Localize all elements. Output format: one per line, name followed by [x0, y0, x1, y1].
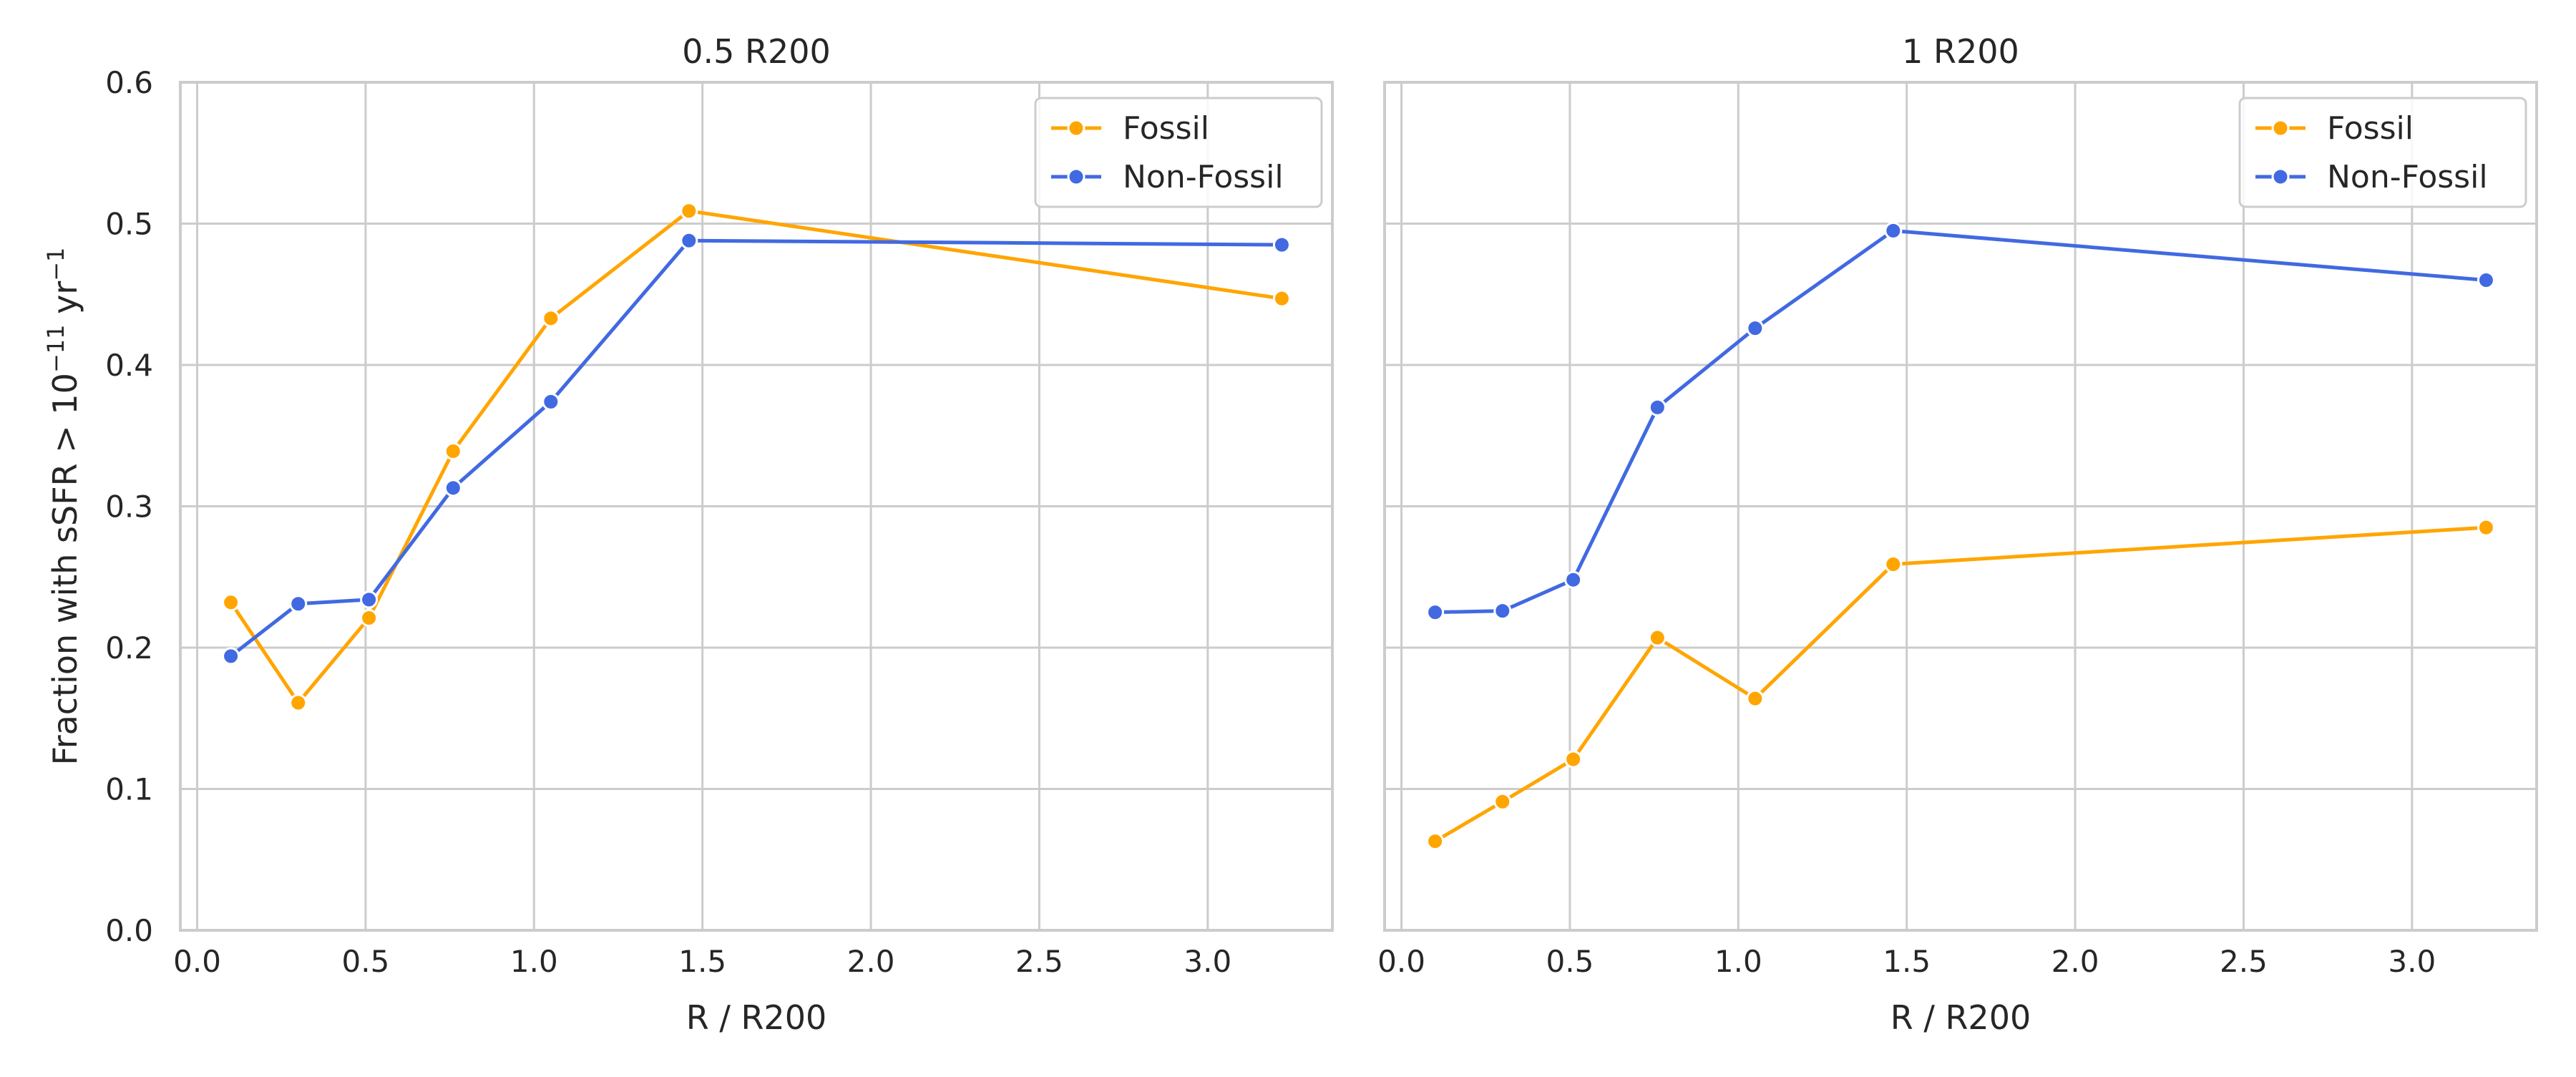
data-point-fossil	[1272, 289, 1291, 308]
data-point-fossil	[542, 309, 560, 328]
data-point-non-fossil	[1648, 398, 1667, 416]
data-point-fossil	[680, 202, 698, 220]
y-tick-label: 0.2	[105, 630, 153, 666]
panel-title: 1 R200	[1902, 32, 2019, 71]
plot-frame	[179, 81, 1334, 932]
panel-title: 0.5 R200	[682, 32, 831, 71]
data-point-non-fossil	[2477, 271, 2495, 289]
y-tick-label: 0.3	[105, 489, 153, 525]
data-point-non-fossil	[542, 392, 560, 411]
data-point-non-fossil	[1426, 603, 1445, 622]
data-point-non-fossil	[1746, 319, 1765, 338]
data-point-fossil	[2477, 518, 2495, 537]
y-axis-label-part: −11	[42, 325, 69, 374]
x-tick-label: 3.0	[2388, 944, 2436, 979]
x-tick-label: 1.5	[1883, 944, 1931, 979]
y-axis-label-part: −1	[42, 248, 69, 281]
legend-label: Non-Fossil	[2327, 159, 2488, 195]
data-point-fossil	[1746, 689, 1765, 708]
data-point-fossil	[1884, 555, 1903, 573]
data-point-fossil	[1426, 832, 1445, 851]
x-tick-label: 2.5	[1015, 944, 1063, 979]
x-tick-label: 2.0	[2051, 944, 2099, 979]
y-tick-label: 0.0	[105, 913, 153, 948]
data-point-non-fossil	[1493, 602, 1512, 620]
x-tick-label: 1.0	[510, 944, 558, 979]
data-point-non-fossil	[222, 647, 240, 666]
legend-marker	[1067, 167, 1085, 186]
x-tick-label: 1.0	[1714, 944, 1762, 979]
x-tick-label: 2.0	[847, 944, 895, 979]
data-point-fossil	[289, 693, 308, 712]
legend-box	[1034, 97, 1323, 208]
y-axis-label: Fraction with sSFR > 10−11 yr−1	[42, 248, 84, 766]
legend: Fossil Non-Fossil	[1034, 97, 1323, 208]
data-point-non-fossil	[289, 595, 308, 613]
x-tick-label: 3.0	[1184, 944, 1231, 979]
data-point-non-fossil	[1564, 570, 1583, 589]
x-tick-label: 0.5	[1546, 944, 1594, 979]
x-tick-label: 1.5	[678, 944, 726, 979]
data-point-non-fossil	[1272, 235, 1291, 254]
series-line-fossil	[1434, 525, 2487, 843]
y-tick-label: 0.6	[105, 65, 153, 100]
chart-panel-1: 0.0 0.5 1.0 1.5 2.0 2.5 3.0 0.0 0.1 0.2 0.3 0.4 0.5 0…	[42, 32, 1334, 1037]
data-point-fossil	[1564, 750, 1583, 769]
data-point-fossil	[222, 593, 240, 612]
legend-marker	[2271, 119, 2290, 137]
x-tick-label: 2.5	[2220, 944, 2268, 979]
y-axis-label-part: yr	[46, 281, 84, 325]
x-tick-label: 0.0	[173, 944, 221, 979]
series-line-non-fossil	[230, 238, 1282, 658]
chart-panel-2: 0.0 0.5 1.0 1.5 2.0 2.5 3.0 1 R200 R / R200 Fossi…	[1377, 32, 2538, 1037]
y-tick-label: 0.5	[105, 207, 153, 242]
data-point-non-fossil	[1884, 221, 1903, 240]
x-axis-label: R / R200	[1890, 998, 2031, 1037]
data-point-fossil	[444, 442, 462, 460]
data-point-fossil	[1493, 792, 1512, 811]
plot-frame	[1383, 81, 2538, 932]
data-point-fossil	[1648, 628, 1667, 647]
legend-label: Fossil	[2327, 110, 2414, 147]
data-point-fossil	[360, 609, 379, 628]
legend-marker	[2271, 167, 2290, 186]
y-axis-label-part: Fraction with sSFR > 10	[46, 373, 84, 765]
x-tick-label: 0.5	[342, 944, 390, 979]
y-tick-label: 0.1	[105, 772, 153, 807]
data-point-non-fossil	[360, 590, 379, 609]
legend-marker	[1067, 119, 1085, 137]
legend-label: Non-Fossil	[1123, 159, 1284, 195]
y-tick-label: 0.4	[105, 348, 153, 383]
legend-box	[2238, 97, 2527, 208]
series-line-non-fossil	[1435, 228, 2487, 615]
x-axis-label: R / R200	[686, 998, 826, 1037]
data-point-non-fossil	[680, 231, 698, 250]
legend: Fossil Non-Fossil	[2238, 97, 2527, 208]
series-line-fossil	[229, 209, 1282, 705]
legend-label: Fossil	[1123, 110, 1209, 147]
data-point-non-fossil	[444, 479, 462, 497]
x-tick-label: 0.0	[1377, 944, 1425, 979]
